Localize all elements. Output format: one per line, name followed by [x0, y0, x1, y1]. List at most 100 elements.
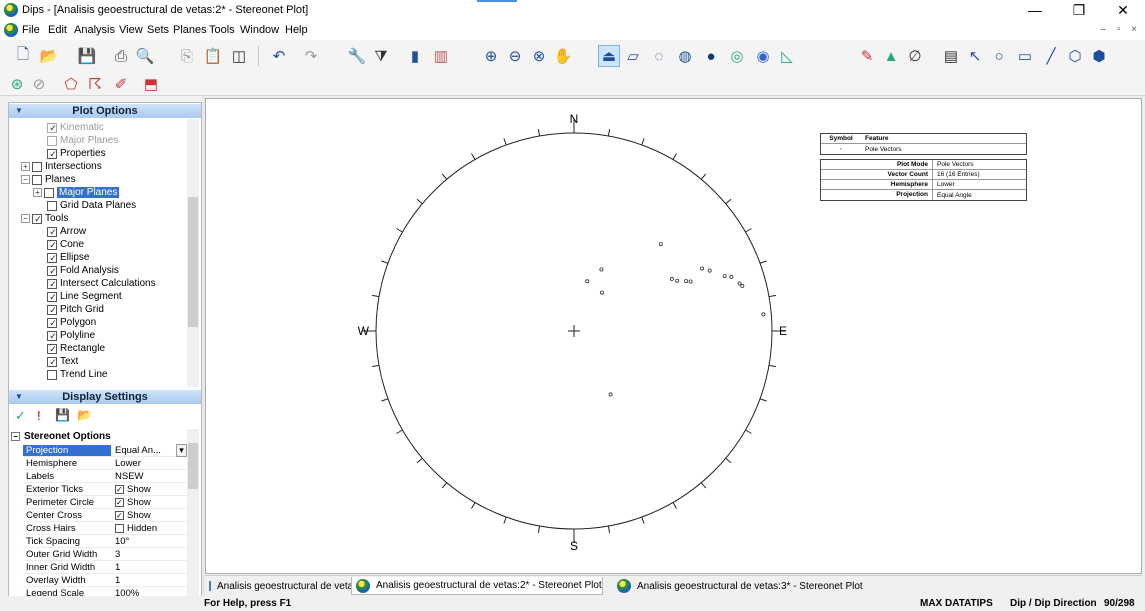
wrench-icon[interactable]: 🔧	[347, 48, 367, 65]
menu-analysis[interactable]: Analysis	[74, 24, 115, 36]
tree-checkbox[interactable]	[47, 369, 57, 380]
tree-checkbox[interactable]	[47, 265, 58, 276]
redo-icon[interactable]: ↷	[304, 48, 318, 65]
paste-icon[interactable]: 📋	[203, 48, 223, 65]
property-value[interactable]: Lower	[111, 458, 187, 469]
save-settings-icon[interactable]: 💾	[55, 408, 70, 422]
pole-point[interactable]	[658, 242, 663, 247]
tree-item[interactable]: Arrow	[47, 225, 86, 238]
add-set-window-icon[interactable]: ⊛	[10, 76, 24, 93]
menu-file[interactable]: File	[22, 24, 40, 36]
tree-checkbox[interactable]	[47, 304, 58, 315]
stereonet-options-section[interactable]: − Stereonet Options	[11, 431, 111, 442]
print-preview-icon[interactable]: 🔍	[135, 48, 155, 65]
collapse-triangle-icon[interactable]: ▼	[15, 106, 23, 115]
tree-checkbox[interactable]	[47, 135, 57, 146]
zoom-in-icon[interactable]: ⊕	[484, 48, 498, 65]
undo-icon[interactable]: ↶	[272, 48, 286, 65]
pole-mode-icon[interactable]: ⏏	[598, 45, 620, 67]
ellipse-tool-icon[interactable]: ∅	[908, 48, 922, 65]
maximize-button[interactable]: ❐	[1072, 2, 1086, 18]
property-value[interactable]: Show	[111, 510, 187, 521]
tree-expander-icon[interactable]: −	[21, 175, 30, 184]
add-curved-set-icon[interactable]: ☈	[88, 76, 102, 93]
columns-icon[interactable]: ◫	[231, 48, 247, 65]
tree-expander-icon[interactable]: +	[33, 188, 42, 197]
delete-set-window-icon[interactable]: ⊘	[32, 76, 46, 93]
apply-check-icon[interactable]: ✓	[15, 408, 26, 423]
property-row[interactable]: Exterior Ticks Show	[23, 484, 187, 496]
tree-item[interactable]: Kinematic	[47, 121, 104, 134]
save-icon[interactable]: 💾	[77, 48, 97, 65]
tree-checkbox[interactable]	[47, 122, 58, 133]
load-settings-icon[interactable]: 📂	[77, 408, 92, 422]
tree-item[interactable]: Intersect Calculations	[47, 277, 156, 290]
pole-point[interactable]	[608, 392, 613, 397]
property-value[interactable]: 3	[111, 549, 187, 560]
reset-exclaim-icon[interactable]: !	[37, 408, 41, 423]
tree-item[interactable]: Major Planes	[47, 134, 118, 147]
menu-view[interactable]: View	[119, 24, 143, 36]
pole-point[interactable]	[599, 290, 604, 295]
pole-plot-icon[interactable]: ◍	[678, 48, 692, 65]
plot-options-header[interactable]: ▼ Plot Options	[9, 104, 201, 118]
tree-item[interactable]: Text	[47, 355, 78, 368]
menu-planes[interactable]: Planes	[173, 24, 207, 36]
text-box-icon[interactable]: ▤	[943, 48, 959, 65]
property-value[interactable]: Equal An... ▾	[111, 444, 187, 457]
zoom-out-icon[interactable]: ⊖	[508, 48, 522, 65]
tree-checkbox[interactable]	[47, 252, 58, 263]
pole-point[interactable]	[669, 276, 674, 281]
property-value[interactable]: Hidden	[111, 523, 187, 534]
tree-checkbox[interactable]	[32, 161, 42, 172]
sidebar-toggle-icon[interactable]: ▮	[410, 48, 420, 65]
tree-item[interactable]: Line Segment	[47, 290, 122, 303]
circle-tool-icon[interactable]: ○	[994, 47, 1004, 65]
tree-item[interactable]: − Planes	[21, 173, 76, 186]
tree-item[interactable]: Cone	[47, 238, 84, 251]
property-row[interactable]: Tick Spacing 10°	[23, 536, 187, 548]
pole-point[interactable]	[761, 312, 766, 317]
mdi-window-controls[interactable]: – ▫ ×	[1100, 24, 1141, 35]
print-icon[interactable]: ⎙	[114, 47, 127, 65]
stereonet-plot-area[interactable]: N S E W Symbol Feature ◦ Pole Vectors Pl…	[206, 99, 1141, 573]
pole-point[interactable]	[737, 281, 742, 286]
filter-icon[interactable]: ⧩	[374, 47, 388, 65]
add-plane-icon[interactable]: ✎	[860, 48, 874, 65]
pole-point[interactable]	[740, 283, 745, 288]
tree-item[interactable]: Fold Analysis	[47, 264, 119, 277]
pole-point[interactable]	[684, 279, 689, 284]
dropdown-arrow-icon[interactable]: ▾	[176, 444, 187, 457]
property-checkbox[interactable]	[115, 511, 124, 520]
property-row[interactable]: Cross Hairs Hidden	[23, 523, 187, 535]
menu-sets[interactable]: Sets	[147, 24, 170, 36]
tree-item[interactable]: + Intersections	[21, 160, 102, 173]
tree-item[interactable]: Ellipse	[47, 251, 89, 264]
minimize-button[interactable]: —	[1028, 2, 1042, 18]
tree-item[interactable]: Grid Data Planes	[47, 199, 136, 212]
property-row[interactable]: Perimeter Circle Show	[23, 497, 187, 509]
menu-window[interactable]: Window	[240, 24, 280, 36]
tree-checkbox[interactable]	[32, 213, 43, 224]
property-value[interactable]: 100%	[111, 588, 187, 599]
property-row[interactable]: Outer Grid Width 3	[23, 549, 187, 561]
property-checkbox[interactable]	[115, 524, 124, 533]
property-row[interactable]: Hemisphere Lower	[23, 458, 187, 470]
close-button[interactable]: ✕	[1117, 2, 1129, 18]
pole-point[interactable]	[585, 279, 590, 284]
tree-checkbox[interactable]	[47, 317, 58, 328]
tree-checkbox[interactable]	[44, 187, 54, 198]
property-row[interactable]: Overlay Width 1	[23, 575, 187, 587]
collapse-triangle-icon[interactable]: ▼	[15, 392, 23, 401]
set-options-icon[interactable]: ⬒	[143, 76, 159, 93]
line-tool-icon[interactable]: ╱	[1046, 48, 1056, 65]
add-polygon-set-icon[interactable]: ⬠	[64, 76, 78, 93]
property-checkbox[interactable]	[115, 498, 124, 507]
tree-item[interactable]: Rectangle	[47, 342, 105, 355]
tree-item[interactable]: Trend Line	[47, 368, 107, 381]
tree-expander-icon[interactable]: −	[21, 214, 30, 223]
pole-point[interactable]	[729, 274, 734, 279]
major-planes-plot-icon[interactable]: ◉	[756, 48, 770, 65]
copy-icon[interactable]: ⎘	[180, 47, 193, 65]
menu-edit[interactable]: Edit	[48, 24, 67, 36]
